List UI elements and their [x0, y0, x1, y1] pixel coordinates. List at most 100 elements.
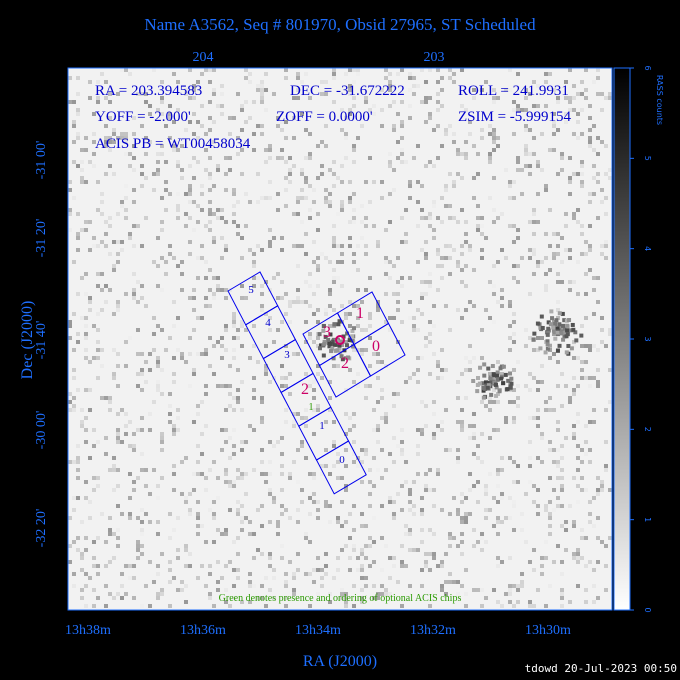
noise-pixel	[212, 184, 216, 188]
noise-pixel	[348, 568, 352, 572]
noise-pixel	[460, 520, 464, 524]
noise-pixel	[588, 200, 592, 204]
noise-pixel	[372, 484, 376, 488]
noise-pixel	[328, 341, 333, 346]
noise-pixel	[172, 576, 176, 580]
noise-pixel	[108, 164, 112, 168]
acis-s-chip-label: 1	[319, 420, 325, 432]
noise-pixel	[348, 84, 352, 88]
noise-pixel	[580, 368, 584, 372]
noise-pixel	[404, 208, 408, 212]
noise-pixel	[424, 280, 428, 284]
noise-pixel	[124, 132, 128, 136]
noise-pixel	[192, 228, 196, 232]
noise-pixel	[472, 144, 476, 148]
noise-pixel	[320, 568, 324, 572]
noise-pixel	[328, 520, 332, 524]
noise-pixel	[104, 220, 108, 224]
noise-pixel	[296, 244, 300, 248]
noise-pixel	[192, 156, 196, 160]
noise-pixel	[520, 572, 524, 576]
noise-pixel	[176, 428, 180, 432]
noise-pixel	[468, 436, 472, 440]
noise-pixel	[144, 484, 148, 488]
noise-pixel	[559, 331, 564, 336]
noise-pixel	[180, 356, 184, 360]
noise-pixel	[216, 340, 220, 344]
noise-pixel	[160, 112, 164, 116]
noise-pixel	[104, 396, 108, 400]
acis-s-chip-label: 3	[284, 349, 290, 361]
noise-pixel	[323, 334, 328, 339]
noise-pixel	[76, 340, 80, 344]
noise-pixel	[196, 412, 200, 416]
noise-pixel	[392, 392, 396, 396]
noise-pixel	[104, 564, 108, 568]
noise-pixel	[501, 364, 506, 369]
noise-pixel	[356, 348, 360, 352]
noise-pixel	[384, 420, 388, 424]
noise-pixel	[308, 604, 312, 608]
image-noise	[68, 68, 612, 608]
noise-pixel	[364, 96, 368, 100]
noise-pixel	[232, 444, 236, 448]
noise-pixel	[240, 128, 244, 132]
noise-pixel	[68, 208, 72, 212]
noise-pixel	[220, 236, 224, 240]
noise-pixel	[444, 256, 448, 260]
noise-pixel	[180, 492, 184, 496]
noise-pixel	[232, 312, 236, 316]
noise-pixel	[584, 488, 588, 492]
noise-pixel	[88, 80, 92, 84]
noise-pixel	[88, 296, 92, 300]
noise-pixel	[604, 564, 608, 568]
noise-pixel	[304, 196, 308, 200]
noise-pixel	[172, 432, 176, 436]
noise-pixel	[112, 372, 116, 376]
noise-pixel	[548, 476, 552, 480]
noise-pixel	[456, 152, 460, 156]
noise-pixel	[284, 508, 288, 512]
noise-pixel	[228, 436, 232, 440]
noise-pixel	[320, 252, 324, 256]
noise-pixel	[256, 360, 260, 364]
noise-pixel	[344, 388, 348, 392]
noise-pixel	[481, 385, 486, 390]
noise-pixel	[328, 504, 332, 508]
noise-pixel	[536, 408, 540, 412]
noise-pixel	[592, 376, 596, 380]
noise-pixel	[268, 244, 272, 248]
noise-pixel	[308, 540, 312, 544]
noise-pixel	[552, 252, 556, 256]
noise-pixel	[468, 344, 472, 348]
noise-pixel	[400, 544, 404, 548]
noise-pixel	[496, 484, 500, 488]
noise-pixel	[264, 364, 268, 368]
left-tick-label: -30 00'	[34, 411, 49, 450]
title: Name A3562, Seq # 801970, Obsid 27965, S…	[144, 15, 536, 34]
noise-pixel	[384, 68, 388, 72]
noise-pixel	[344, 312, 348, 316]
noise-pixel	[476, 444, 480, 448]
noise-pixel	[368, 108, 372, 112]
noise-pixel	[296, 196, 300, 200]
noise-pixel	[339, 339, 344, 344]
noise-pixel	[494, 393, 499, 398]
noise-pixel	[156, 384, 160, 388]
noise-pixel	[208, 156, 212, 160]
noise-pixel	[456, 592, 460, 596]
noise-pixel	[180, 176, 184, 180]
noise-pixel	[340, 548, 344, 552]
acis-s-chip-label: 4	[265, 317, 271, 329]
noise-pixel	[348, 244, 352, 248]
noise-pixel	[440, 584, 444, 588]
noise-pixel	[380, 360, 384, 364]
noise-pixel	[116, 504, 120, 508]
noise-pixel	[264, 196, 268, 200]
noise-pixel	[176, 556, 180, 560]
noise-pixel	[360, 300, 364, 304]
noise-pixel	[124, 208, 128, 212]
noise-pixel	[324, 144, 328, 148]
noise-pixel	[420, 312, 424, 316]
noise-pixel	[340, 180, 344, 184]
